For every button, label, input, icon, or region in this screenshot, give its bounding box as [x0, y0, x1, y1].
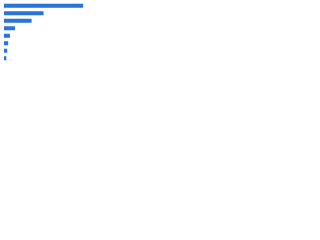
- chart: [0, 0, 100, 71]
- bar: [4, 26, 16, 31]
- page: (() => { const data = JSON.parse(documen…: [0, 0, 320, 71]
- bar: [4, 48, 8, 53]
- bar: [4, 11, 44, 16]
- background: [0, 0, 100, 71]
- bar: [4, 18, 32, 23]
- bar: [4, 41, 9, 46]
- bar: [4, 3, 84, 8]
- bar: [4, 33, 10, 38]
- bar: [4, 56, 7, 61]
